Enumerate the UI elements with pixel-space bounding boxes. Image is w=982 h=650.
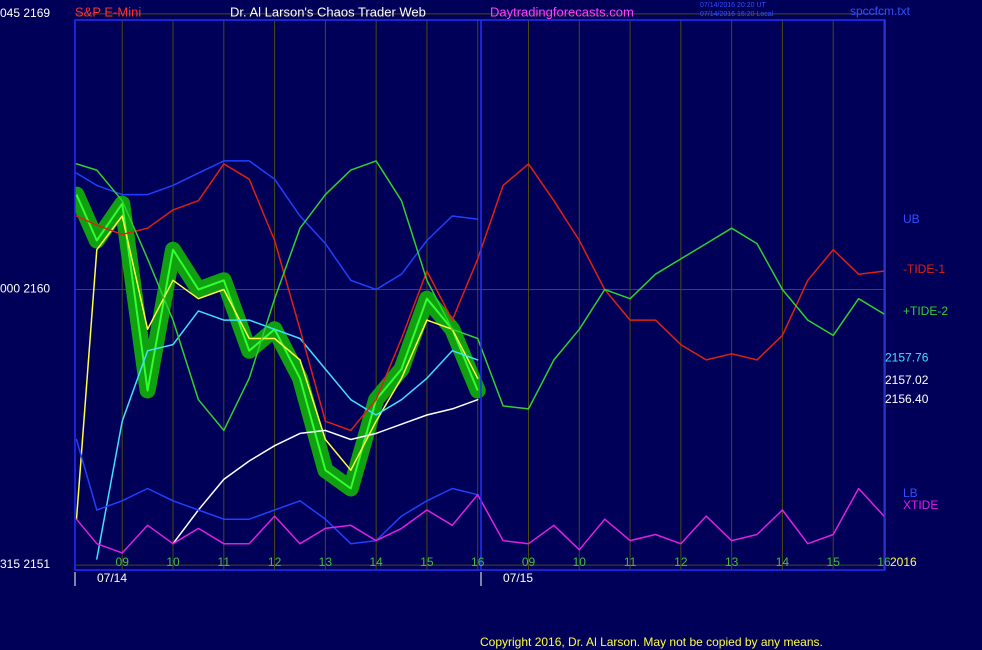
series-line	[75, 163, 885, 432]
plot-lines	[75, 160, 885, 560]
series-line	[96, 310, 479, 560]
series-line	[75, 160, 885, 432]
series-line	[172, 398, 479, 545]
legend-entry: UB	[903, 212, 920, 226]
x-tick-label: 09	[522, 555, 536, 569]
x-tick-label: 16	[877, 555, 891, 569]
series-line	[75, 487, 885, 554]
x-tick-label: 12	[268, 555, 282, 569]
legend-entry: -TIDE-1	[903, 262, 945, 276]
series-line	[75, 438, 479, 545]
x-tick-label: 11	[218, 555, 231, 569]
x-tick-label: 10	[166, 555, 180, 569]
x-tick-label: 13	[725, 555, 739, 569]
y-tick-label: 315 2151	[0, 557, 50, 571]
x-tick-label: 14	[369, 555, 383, 569]
copyright: Copyright 2016, Dr. Al Larson. May not b…	[480, 635, 823, 649]
x-tick-label: 14	[776, 555, 790, 569]
legend-entry: XTIDE	[903, 498, 938, 512]
x-tick-label: 15	[420, 555, 434, 569]
legend-entry: LB	[903, 486, 918, 500]
series-line	[75, 160, 479, 291]
x-tick-label: 15	[827, 555, 841, 569]
file-name: spccfcm.txt	[850, 4, 911, 18]
x-tick-label: 12	[674, 555, 688, 569]
x-tick-label: 11	[624, 555, 637, 569]
last-value-label: 2156.40	[885, 392, 929, 406]
last-value-label: 2157.02	[885, 373, 929, 387]
y-tick-label: 045 2169	[0, 6, 50, 20]
date-label: 07/14	[97, 571, 127, 585]
legend-entry: +TIDE-2	[903, 304, 948, 318]
last-value-label: 2157.76	[885, 350, 929, 364]
plot-border	[74, 19, 886, 571]
x-tick-label: 09	[116, 555, 130, 569]
x-tick-label: 10	[573, 555, 587, 569]
grid	[75, 13, 885, 570]
site-title: Dr. Al Larson's Chaos Trader Web	[230, 4, 426, 19]
x-tick-label: 13	[319, 555, 333, 569]
time-ut: 07/14/2016 20:20 UT	[700, 2, 766, 9]
x-tick-label: 16	[471, 555, 485, 569]
series-line	[75, 215, 479, 520]
time-local: 07/14/2016 16:20 Local	[700, 11, 774, 18]
date-label: 07/15	[503, 571, 533, 585]
y-tick-label: 000 2160	[0, 282, 50, 296]
year-label: 2016	[890, 555, 917, 569]
site-url: Daytradingforecasts.com	[490, 4, 634, 19]
symbol: S&P E-Mini	[75, 4, 141, 19]
